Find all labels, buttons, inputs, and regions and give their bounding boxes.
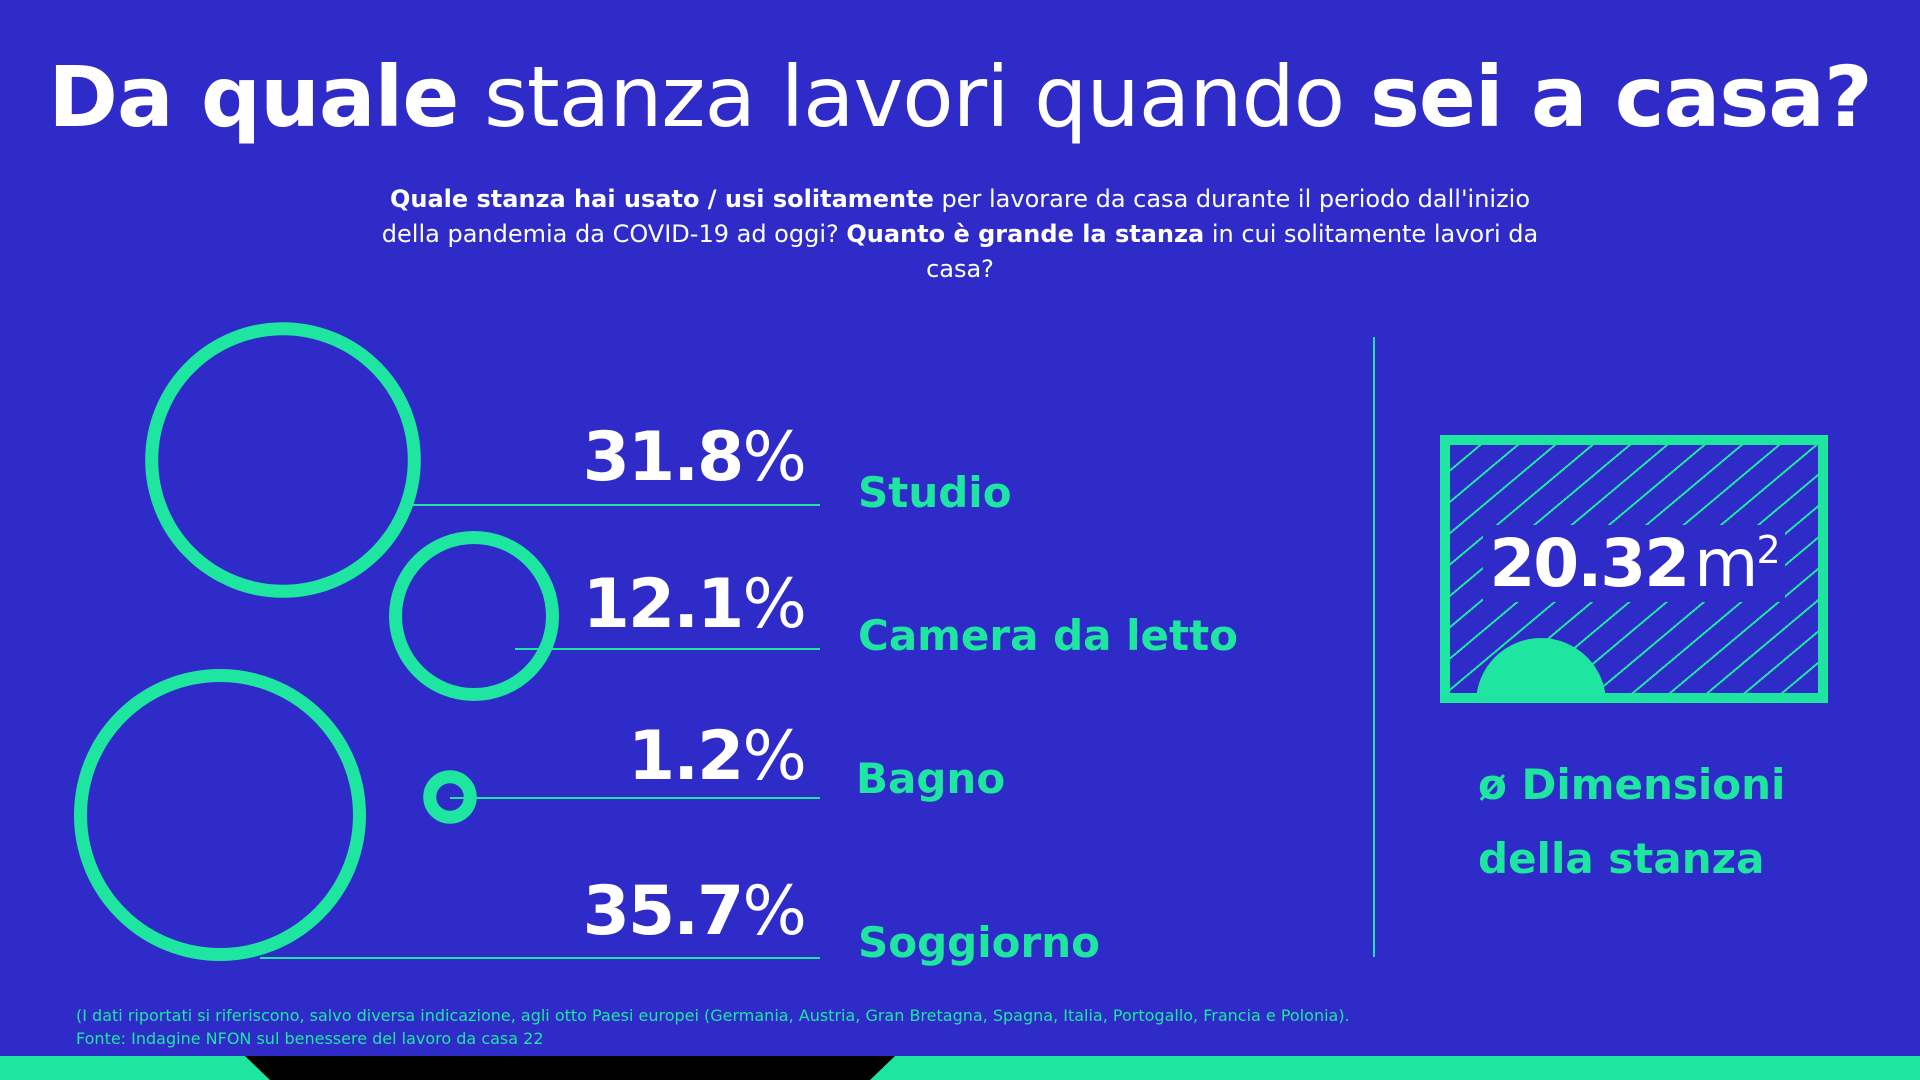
bubble-bagno <box>423 770 477 824</box>
value-unit: % <box>742 565 807 644</box>
door-icon <box>1476 638 1606 693</box>
value-number: 12.1 <box>582 565 745 644</box>
page-title: Da quale stanza lavori quando sei a casa… <box>0 48 1920 146</box>
bubble-soggiorno <box>74 669 366 961</box>
title-bold-2: sei a casa? <box>1369 48 1873 146</box>
vertical-divider <box>1373 337 1375 957</box>
room-size-unit: m2 <box>1694 525 1785 602</box>
value-label: 12.1% <box>490 565 807 644</box>
value-number: 35.7 <box>582 872 745 951</box>
value-label: 1.2% <box>450 717 807 796</box>
bubble-studio <box>145 322 421 598</box>
room-size-value: 20.32m2 <box>1450 525 1818 602</box>
subtitle-text-1: per lavorare da casa durante il periodo … <box>381 185 1531 248</box>
footnote-source: Fonte: Indagine NFON sul benessere del l… <box>76 1029 544 1048</box>
room-size-caption: ø Dimensioni della stanza <box>1478 748 1858 896</box>
category-label: Camera da letto <box>858 611 1239 660</box>
value-number: 31.8 <box>582 418 745 497</box>
subtitle-bold-1: Quale stanza hai usato / usi solitamente <box>389 185 934 213</box>
room-size-number: 20.32 <box>1483 525 1695 602</box>
value-number: 1.2 <box>627 717 744 796</box>
value-unit: % <box>742 418 807 497</box>
title-bold-1: Da quale <box>48 48 459 146</box>
category-label: Soggiorno <box>858 918 1100 967</box>
value-unit: % <box>742 717 807 796</box>
footnote: (I dati riportati si riferiscono, salvo … <box>76 1004 1350 1050</box>
room-caption-line2: della stanza <box>1478 834 1765 883</box>
category-label: Studio <box>858 468 1012 517</box>
subtitle: Quale stanza hai usato / usi solitamente… <box>360 182 1560 287</box>
category-label: Bagno <box>856 754 1006 803</box>
bubble-camera-da-letto <box>389 531 559 701</box>
value-label: 31.8% <box>485 418 807 497</box>
value-unit: % <box>742 872 807 951</box>
subtitle-text-2: in cui solitamente lavori da casa? <box>926 220 1539 283</box>
footnote-line1: (I dati riportati si riferiscono, salvo … <box>76 1006 1350 1025</box>
room-size-box: 20.32m2 <box>1440 435 1828 703</box>
bottom-bar-dark-segment <box>245 1056 895 1080</box>
room-size-unit-exp: 2 <box>1756 528 1780 572</box>
room-caption-line1: ø Dimensioni <box>1478 760 1786 809</box>
title-light: stanza lavori quando <box>458 48 1370 146</box>
value-label: 35.7% <box>485 872 807 951</box>
subtitle-bold-2: Quanto è grande la stanza <box>846 220 1205 248</box>
